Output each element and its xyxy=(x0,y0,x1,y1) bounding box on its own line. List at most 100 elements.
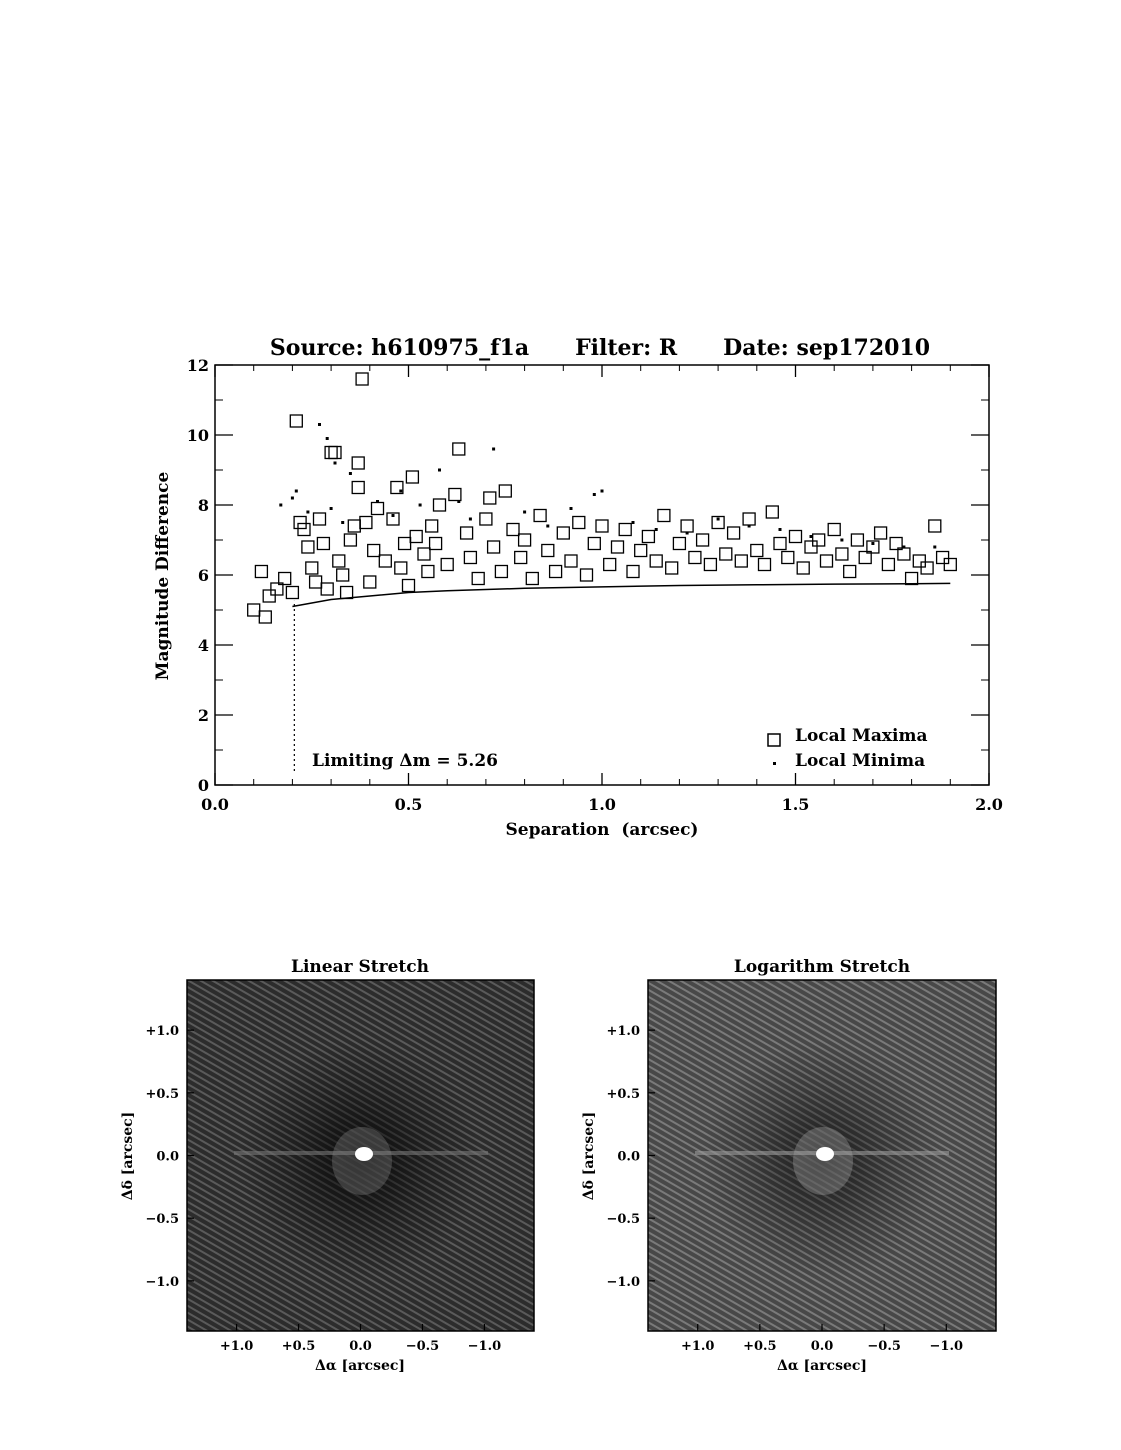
local-maxima-point xyxy=(254,564,269,579)
x-tick-label: 2.0 xyxy=(975,795,1003,814)
scatter-marks xyxy=(247,372,957,771)
local-maxima-point xyxy=(711,515,725,530)
local-maxima-point xyxy=(827,522,841,537)
legend: Local Maxima Local Minima xyxy=(767,726,927,771)
local-minima-point xyxy=(329,507,333,510)
local-minima-point xyxy=(279,503,283,507)
local-maxima-point xyxy=(912,554,926,568)
x-tick-label: 0.0 xyxy=(201,795,229,814)
local-minima-point xyxy=(290,496,294,500)
local-maxima-point xyxy=(305,561,319,575)
local-maxima-point xyxy=(734,554,748,568)
panel-y-tick-label: −0.5 xyxy=(145,1212,179,1227)
y-tick-label: 12 xyxy=(187,356,209,375)
panel-x-tick-label: 0.0 xyxy=(349,1339,372,1354)
y-tick-label: 4 xyxy=(198,636,209,655)
local-maxima-point xyxy=(336,568,350,582)
y-tick-label: 2 xyxy=(198,706,209,725)
local-minima-point xyxy=(333,461,337,465)
local-maxima-point xyxy=(657,508,671,523)
local-maxima-point xyxy=(339,585,354,600)
local-maxima-point xyxy=(812,533,826,547)
local-minima-point xyxy=(468,517,472,521)
local-maxima-point xyxy=(498,484,512,498)
local-maxima-point xyxy=(920,561,934,575)
panel-y-tick-label: −1.0 xyxy=(606,1275,640,1290)
local-maxima-point xyxy=(541,543,555,558)
local-maxima-point xyxy=(301,540,315,554)
y-tick-label: 6 xyxy=(198,566,209,585)
panel-x-tick-label: +1.0 xyxy=(681,1339,715,1354)
local-maxima-point xyxy=(866,540,880,554)
local-minima-point xyxy=(546,524,550,528)
logarithm-stretch-title: Logarithm Stretch xyxy=(734,957,910,977)
local-maxima-point xyxy=(618,522,632,537)
legend-dot-marker xyxy=(773,762,776,765)
panel-y-tick-label: +1.0 xyxy=(145,1024,179,1039)
local-maxima-point xyxy=(432,498,447,512)
local-maxima-point xyxy=(328,445,342,460)
local-minima-point xyxy=(685,531,689,535)
log-x-axis-label: Δα [arcsec] xyxy=(777,1358,867,1374)
panel-x-tick-label: −0.5 xyxy=(867,1339,901,1354)
local-maxima-point xyxy=(943,557,957,572)
local-maxima-point xyxy=(765,505,779,519)
local-maxima-point xyxy=(881,557,896,572)
limiting-contrast-curve xyxy=(292,582,951,608)
y-tick-label: 10 xyxy=(187,426,209,445)
local-minima-point xyxy=(341,521,345,524)
local-minima-point xyxy=(600,489,604,493)
panel-y-tick-label: +0.5 xyxy=(606,1087,640,1102)
local-maxima-point xyxy=(680,519,694,533)
local-maxima-point xyxy=(494,564,509,579)
local-minima-point xyxy=(933,545,937,549)
local-maxima-point xyxy=(626,564,640,579)
local-maxima-point xyxy=(262,589,276,603)
local-maxima-point xyxy=(297,522,311,537)
local-maxima-point xyxy=(850,533,865,547)
local-maxima-point xyxy=(332,554,346,568)
local-maxima-point xyxy=(688,550,702,565)
local-maxima-point xyxy=(935,550,950,565)
local-maxima-point xyxy=(556,526,570,540)
local-maxima-point xyxy=(421,564,435,579)
local-minima-point xyxy=(325,437,329,440)
local-maxima-point xyxy=(533,508,547,523)
local-maxima-point xyxy=(595,519,609,533)
panel-x-tick-label: +0.5 xyxy=(282,1339,316,1354)
linear-y-axis-label: Δδ [arcsec] xyxy=(120,1112,136,1201)
panel-y-tick-label: 0.0 xyxy=(617,1150,640,1165)
panel-x-tick-label: 0.0 xyxy=(811,1339,834,1354)
local-maxima-point xyxy=(858,550,872,565)
y-tick-label: 8 xyxy=(198,496,209,515)
plot-frame xyxy=(214,364,990,786)
local-maxima-point xyxy=(665,561,679,575)
local-minima-point xyxy=(348,472,352,475)
local-maxima-point xyxy=(904,571,919,586)
local-maxima-point xyxy=(572,515,586,530)
local-maxima-point xyxy=(649,554,663,568)
local-maxima-point xyxy=(804,540,818,554)
local-maxima-point xyxy=(517,533,532,547)
local-maxima-point xyxy=(719,547,733,561)
local-maxima-point xyxy=(695,533,710,547)
local-minima-point xyxy=(376,500,379,503)
panel-y-tick-label: +0.5 xyxy=(145,1087,179,1102)
panel-y-tick-label: +1.0 xyxy=(606,1024,640,1039)
local-maxima-point xyxy=(610,540,625,554)
local-minima-point xyxy=(418,503,422,507)
local-maxima-point xyxy=(308,575,323,589)
logarithm-stretch-image xyxy=(647,979,997,1332)
local-maxima-point xyxy=(289,414,303,428)
panel-x-tick-label: −0.5 xyxy=(406,1339,440,1354)
local-minima-point xyxy=(391,514,395,517)
local-minima-point xyxy=(318,423,321,426)
local-minima-point xyxy=(592,493,596,496)
local-maxima-point xyxy=(452,442,466,456)
local-maxima-point xyxy=(293,515,307,530)
local-maxima-point xyxy=(386,512,400,526)
local-maxima-point xyxy=(428,536,443,551)
local-maxima-point xyxy=(641,529,656,544)
local-maxima-point xyxy=(788,529,803,544)
local-minima-point xyxy=(399,489,403,493)
